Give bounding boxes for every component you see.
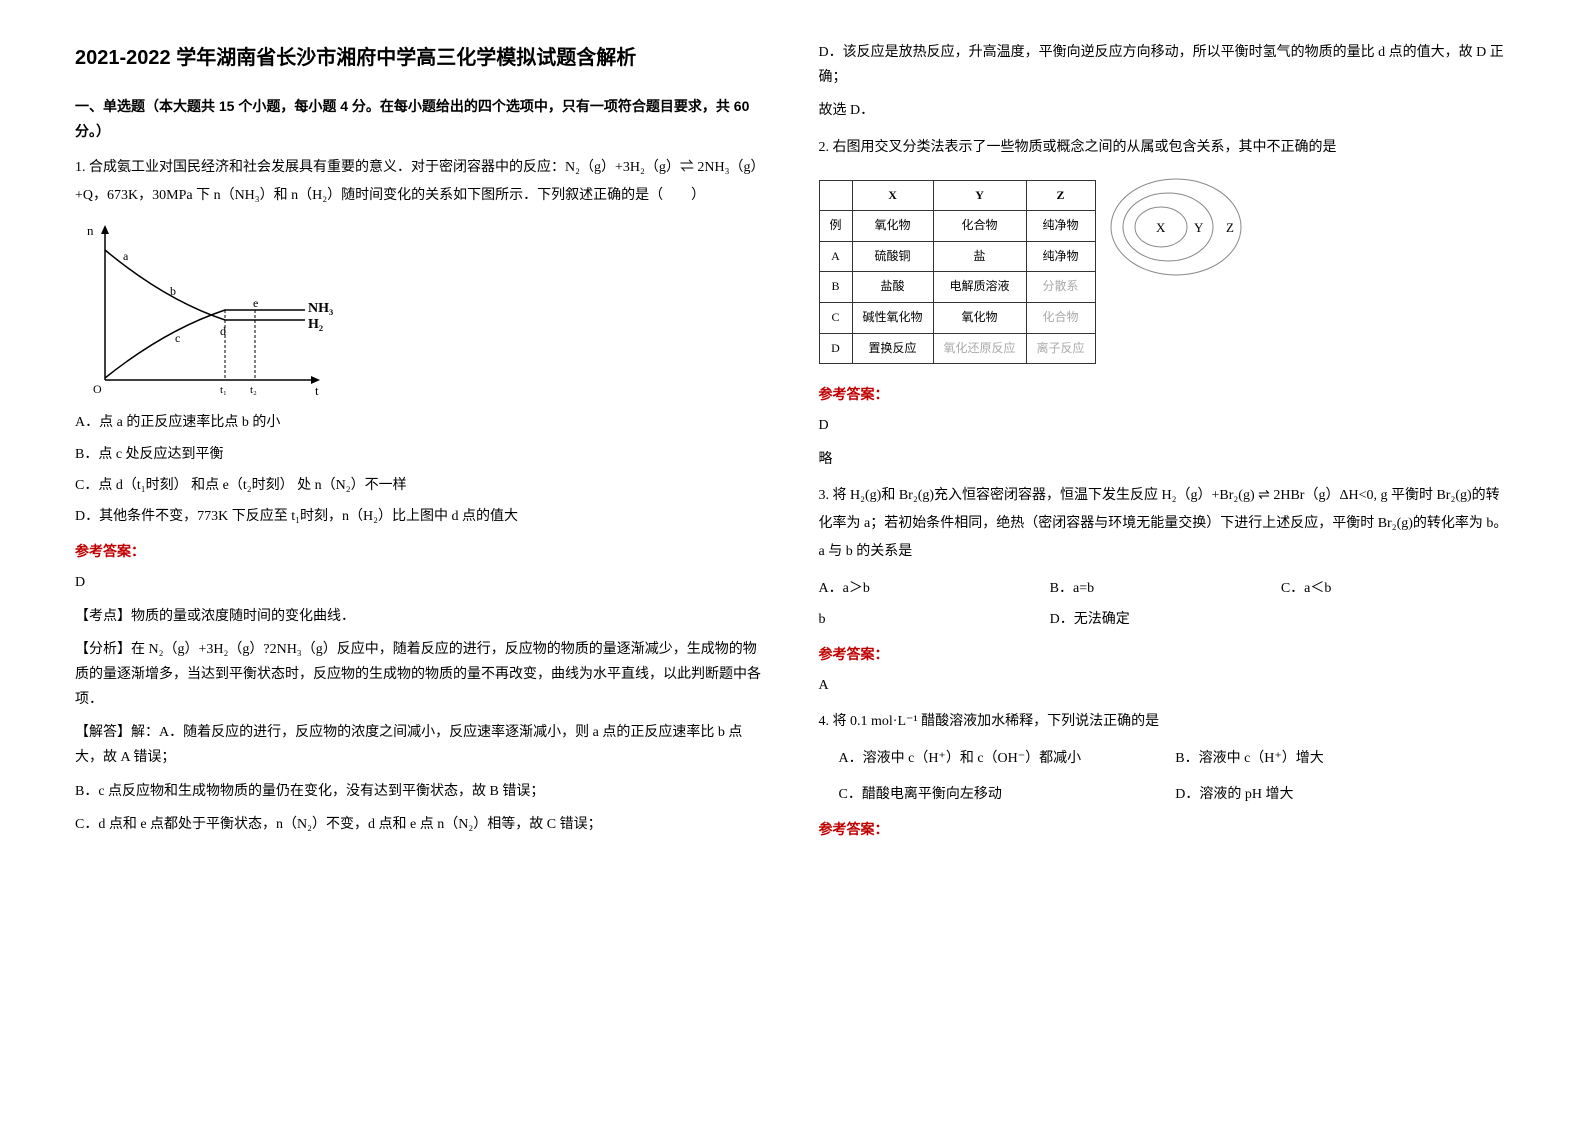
q4-options-row1: A．溶液中 c（H⁺）和 c（OH⁻）都减小 B．溶液中 c（H⁺）增大	[819, 746, 1513, 771]
cell: 化合物	[1026, 302, 1095, 333]
q3-answer-letter: A	[819, 673, 1513, 698]
q2-venn: X Y Z	[1106, 172, 1246, 291]
q2-table: X Y Z 例 氧化物 化合物 纯净物 A 硫酸铜 盐 纯净物 B 盐酸 电解质…	[819, 180, 1096, 365]
th-z: Z	[1026, 180, 1095, 211]
svg-text:NH₃: NH₃	[308, 301, 333, 316]
cell: A	[819, 241, 852, 272]
q2-table-row: X Y Z 例 氧化物 化合物 纯净物 A 硫酸铜 盐 纯净物 B 盐酸 电解质…	[819, 172, 1513, 373]
page-title: 2021-2022 学年湖南省长沙市湘府中学高三化学模拟试题含解析	[75, 40, 769, 76]
q3-opt-b: B．a=b	[1050, 576, 1281, 601]
q1-answer-letter: D	[75, 570, 769, 595]
q1-stem: 1. 合成氨工业对国民经济和社会发展具有重要的意义．对于密闭容器中的反应：N₂（…	[75, 154, 769, 210]
right-column: D．该反应是放热反应，升高温度，平衡向逆反应方向移动，所以平衡时氢气的物质的量比…	[794, 40, 1538, 1082]
q2-stem: 2. 右图用交叉分类法表示了一些物质或概念之间的从属或包含关系，其中不正确的是	[819, 134, 1513, 162]
cell: 纯净物	[1026, 241, 1095, 272]
cell: 电解质溶液	[933, 272, 1026, 303]
q4-opt-c: C．醋酸电离平衡向左移动	[839, 782, 1176, 807]
q1-answer-label: 参考答案：	[75, 539, 769, 564]
cell: B	[819, 272, 852, 303]
svg-text:O: O	[93, 382, 102, 396]
cell: 置换反应	[852, 333, 933, 364]
q4-answer-label: 参考答案：	[819, 817, 1513, 842]
q4-stem: 4. 将 0.1 mol·L⁻¹ 醋酸溶液加水稀释，下列说法正确的是	[819, 708, 1513, 736]
q3-options-row2: b D．无法确定	[819, 607, 1513, 632]
svg-text:H₂: H₂	[308, 317, 323, 332]
cell: 氧化物	[852, 211, 933, 242]
venn-y: Y	[1194, 220, 1204, 235]
cell: 盐酸	[852, 272, 933, 303]
q1-jieda-b: B．c 点反应物和生成物物质的量仍在变化，没有达到平衡状态，故 B 错误；	[75, 779, 769, 804]
svg-text:b: b	[170, 284, 176, 298]
svg-text:e: e	[253, 296, 258, 310]
cell: 氧化物	[933, 302, 1026, 333]
cell: C	[819, 302, 852, 333]
svg-text:t₁: t₁	[220, 384, 227, 396]
q1-jieda-c: C．d 点和 e 点都处于平衡状态，n（N₂）不变，d 点和 e 点 n（N₂）…	[75, 812, 769, 837]
q1-opt-b: B．点 c 处反应达到平衡	[75, 442, 769, 467]
th-x: X	[852, 180, 933, 211]
q3-opt-a: A．a＞b	[819, 576, 1050, 601]
q2-answer-label: 参考答案：	[819, 382, 1513, 407]
q1-fenxi: 【分析】在 N₂（g）+3H₂（g）?2NH₃（g）反应中，随着反应的进行，反应…	[75, 637, 769, 713]
q1-jieda-d: D．该反应是放热反应，升高温度，平衡向逆反应方向移动，所以平衡时氢气的物质的量比…	[819, 40, 1513, 90]
cell: 氧化还原反应	[933, 333, 1026, 364]
cell: 纯净物	[1026, 211, 1095, 242]
cell: 化合物	[933, 211, 1026, 242]
q4-options-row2: C．醋酸电离平衡向左移动 D．溶液的 pH 增大	[819, 782, 1513, 807]
q1-opt-a: A．点 a 的正反应速率比点 b 的小	[75, 410, 769, 435]
venn-z: Z	[1226, 220, 1234, 235]
cell: 分散系	[1026, 272, 1095, 303]
svg-text:d: d	[220, 324, 226, 338]
svg-text:c: c	[175, 331, 180, 345]
axis-x-label: t	[315, 383, 319, 398]
q1-opt-d: D．其他条件不变，773K 下反应至 t₁时刻，n（H₂）比上图中 d 点的值大	[75, 504, 769, 529]
q1-jieda-a: 【解答】解：A．随着反应的进行，反应物的浓度之间减小，反应速率逐渐减小，则 a …	[75, 720, 769, 770]
q4-opt-a: A．溶液中 c（H⁺）和 c（OH⁻）都减小	[839, 746, 1176, 771]
q1-chart: n t O a b c t₁ t₂ d e NH₃ H₂	[75, 220, 335, 400]
q1-kaodian: 【考点】物质的量或浓度随时间的变化曲线．	[75, 604, 769, 629]
svg-text:t₂: t₂	[250, 384, 257, 396]
q2-answer-extra: 略	[819, 447, 1513, 472]
q3-opt-c-cont: b	[819, 607, 1050, 632]
q1-opt-c: C．点 d（t₁时刻） 和点 e（t₂时刻） 处 n（N₂）不一样	[75, 473, 769, 498]
th-blank	[819, 180, 852, 211]
cell: 硫酸铜	[852, 241, 933, 272]
q3-opt-c: C．a＜b	[1281, 576, 1512, 601]
cell: 例	[819, 211, 852, 242]
section-heading: 一、单选题（本大题共 15 个小题，每小题 4 分。在每小题给出的四个选项中，只…	[75, 94, 769, 144]
q3-options-row1: A．a＞b B．a=b C．a＜b	[819, 576, 1513, 601]
cell: 碱性氧化物	[852, 302, 933, 333]
q3-stem: 3. 将 H₂(g)和 Br₂(g)充入恒容密闭容器，恒温下发生反应 H₂（g）…	[819, 482, 1513, 566]
th-y: Y	[933, 180, 1026, 211]
cell: 离子反应	[1026, 333, 1095, 364]
venn-x: X	[1156, 220, 1166, 235]
left-column: 2021-2022 学年湖南省长沙市湘府中学高三化学模拟试题含解析 一、单选题（…	[50, 40, 794, 1082]
cell: 盐	[933, 241, 1026, 272]
q4-opt-d: D．溶液的 pH 增大	[1175, 782, 1512, 807]
cell: D	[819, 333, 852, 364]
axis-y-label: n	[87, 223, 94, 238]
q4-opt-b: B．溶液中 c（H⁺）增大	[1175, 746, 1512, 771]
q1-conclusion: 故选 D．	[819, 98, 1513, 123]
q3-opt-d: D．无法确定	[1050, 607, 1281, 632]
q2-answer-letter: D	[819, 413, 1513, 438]
q3-answer-label: 参考答案：	[819, 642, 1513, 667]
svg-text:a: a	[123, 249, 129, 263]
